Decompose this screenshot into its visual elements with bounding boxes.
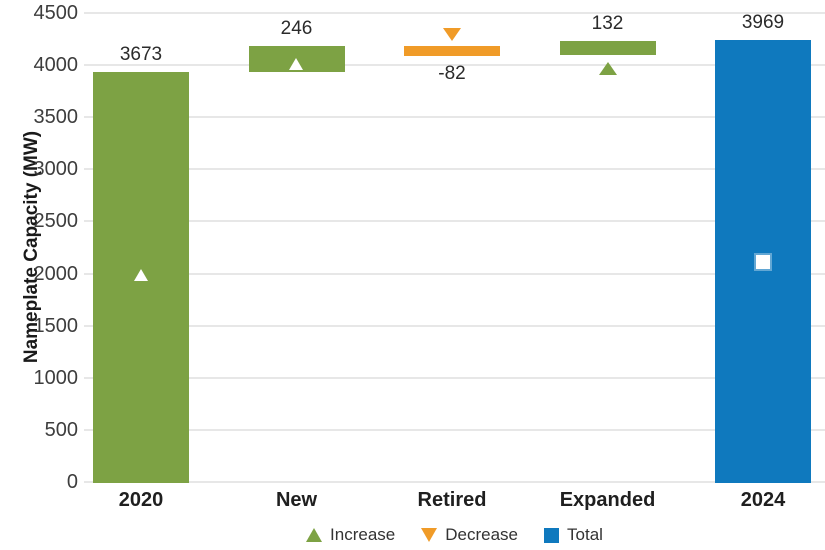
gridline <box>84 481 825 483</box>
gridline <box>84 428 825 431</box>
gridline <box>84 168 825 171</box>
data-label-retired: -82 <box>438 63 466 84</box>
bar-retired <box>404 46 500 56</box>
y-tick-label: 3000 <box>33 158 79 181</box>
y-tick-label: 2000 <box>33 262 79 285</box>
data-label-2020: 3673 <box>119 43 163 65</box>
data-label-expanded: 132 <box>591 13 624 34</box>
white-up-triangle-icon <box>289 58 303 71</box>
gridline <box>84 376 825 379</box>
legend-label: Total <box>567 525 603 544</box>
gridline <box>84 64 825 67</box>
y-tick-label: 4000 <box>33 54 79 77</box>
total-square-icon <box>544 527 560 543</box>
legend-label: Decrease <box>445 525 519 544</box>
legend: Increase Decrease Total <box>84 524 825 546</box>
orange-down-triangle-icon <box>443 28 461 42</box>
gridline <box>84 116 825 119</box>
gridline <box>84 12 825 14</box>
y-tick-label: 0 <box>66 471 78 493</box>
x-label-retired: Retired <box>417 489 487 511</box>
decrease-triangle-icon <box>421 528 438 542</box>
x-label-expanded: Expanded <box>559 489 656 511</box>
legend-item-decrease: Decrease <box>421 524 518 546</box>
y-tick-label: 500 <box>44 418 78 441</box>
legend-label: Increase <box>330 525 396 544</box>
gridline <box>84 324 825 327</box>
y-tick-label: 4500 <box>33 2 79 24</box>
data-label-2024: 3969 <box>741 12 785 34</box>
x-label-2024: 2024 <box>740 489 786 511</box>
increase-triangle-icon <box>306 528 323 542</box>
x-label-2020: 2020 <box>118 489 164 511</box>
y-tick-label: 1500 <box>33 314 79 337</box>
gridline <box>84 272 825 275</box>
y-tick-label: 1000 <box>33 366 79 389</box>
legend-item-increase: Increase <box>306 524 395 546</box>
y-tick-label: 3500 <box>33 106 79 129</box>
legend-item-total: Total <box>544 524 603 546</box>
green-up-triangle-icon <box>598 61 617 75</box>
data-label-new: 246 <box>280 18 313 40</box>
white-square-icon <box>756 254 770 269</box>
y-tick-label: 2500 <box>33 210 79 233</box>
x-label-new: New <box>275 489 318 511</box>
gridline <box>84 220 825 223</box>
white-up-triangle-icon <box>133 269 148 282</box>
bar-expanded <box>559 41 656 55</box>
